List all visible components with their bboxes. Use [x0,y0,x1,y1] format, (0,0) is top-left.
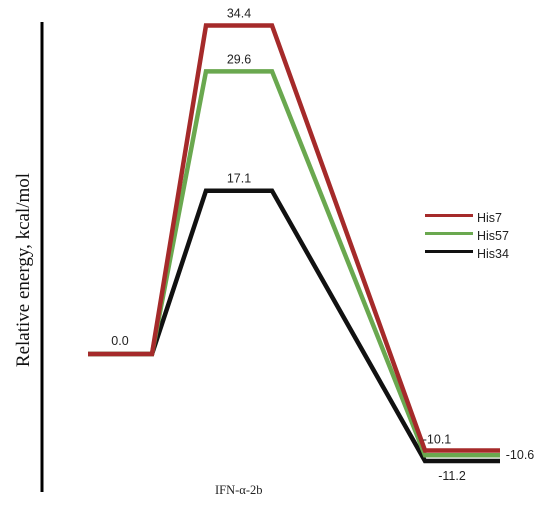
data-label-product-his7: -10.1 [423,432,452,446]
data-label-product-his34: -11.2 [438,469,466,483]
legend-label-his34: His34 [477,247,509,261]
legend: His7 His57 His34 [425,206,535,261]
data-label-ts-his34: 17.1 [227,172,251,186]
legend-swatch-his57 [425,231,473,235]
data-label-ts-his57: 29.6 [227,52,251,66]
y-axis-label-text: Relative energy, kcal/mol [13,172,34,368]
data-label-product-his57: -10.6 [506,448,535,462]
legend-label-his7: His7 [477,211,503,225]
data-label-reactant: 0.0 [111,334,128,348]
legend-label-his57: His57 [477,229,509,243]
legend-item-his34: His34 [425,242,535,261]
series-line-his57 [88,69,500,458]
legend-item-his7: His7 [425,206,535,225]
y-axis-label: Relative energy, kcal/mol [12,20,36,520]
legend-swatch-his7 [425,213,473,217]
series-line-his7 [88,23,500,453]
annotation-ifn-alpha-2b: IFN-α-2b [215,483,263,497]
data-label-ts-his7: 34.4 [227,6,251,20]
legend-item-his57: His57 [425,224,535,243]
legend-swatch-his34 [425,249,473,253]
